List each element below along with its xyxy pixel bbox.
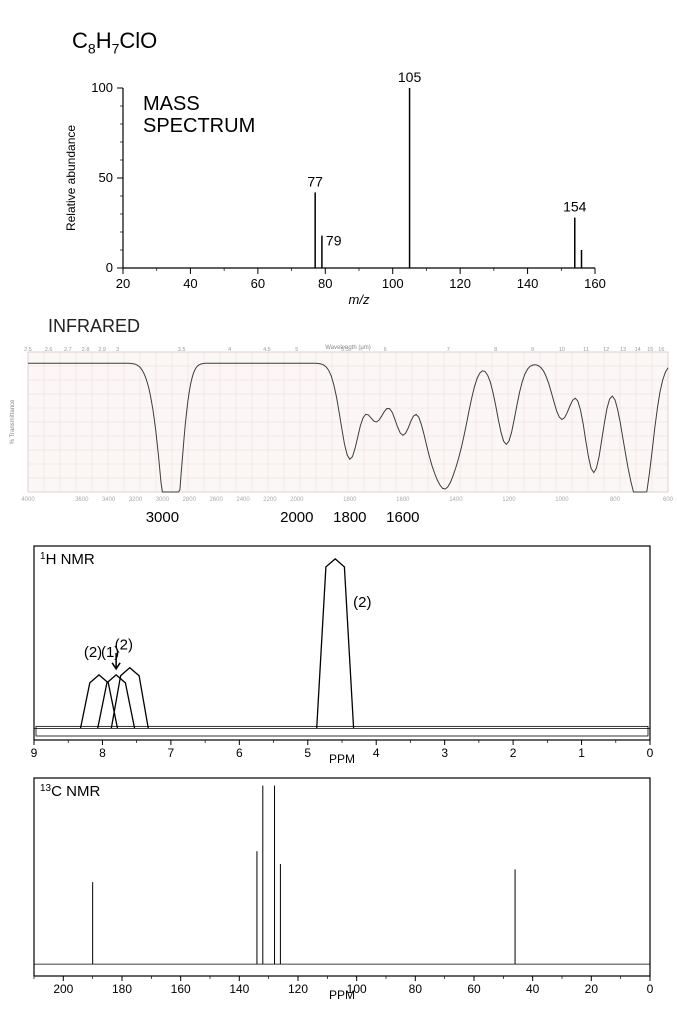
svg-text:1800: 1800 — [333, 509, 366, 526]
svg-text:600: 600 — [663, 497, 674, 503]
svg-text:120: 120 — [288, 982, 308, 996]
svg-text:140: 140 — [517, 276, 539, 291]
mass-spectrum-panel: 50 100 020 40 60 80 100 120 140 160 77 79 105 154 MASS… — [55, 70, 615, 308]
svg-text:1600: 1600 — [386, 509, 419, 526]
svg-text:16: 16 — [658, 347, 664, 353]
infrared-label: INFRARED — [48, 316, 140, 337]
svg-text:2.8: 2.8 — [82, 347, 90, 353]
svg-text:12: 12 — [603, 347, 609, 353]
svg-text:6: 6 — [236, 746, 243, 760]
mass-spectrum-chart: 50 100 020 40 60 80 100 120 140 160 77 79 105 154 MASS… — [55, 70, 615, 308]
svg-text:(2): (2) — [84, 644, 102, 661]
svg-text:(2): (2) — [115, 637, 133, 654]
svg-text:2000: 2000 — [290, 497, 304, 503]
svg-text:6: 6 — [384, 347, 387, 353]
svg-text:8: 8 — [494, 347, 497, 353]
infrared-panel: Wavelength (μm)4000360034003200300028002… — [4, 338, 674, 526]
svg-text:9: 9 — [531, 347, 534, 353]
svg-text:2.9: 2.9 — [98, 347, 106, 353]
svg-text:180: 180 — [112, 982, 132, 996]
svg-text:200: 200 — [53, 982, 73, 996]
svg-text:160: 160 — [584, 276, 606, 291]
svg-text:PPM: PPM — [329, 752, 355, 764]
svg-text:13: 13 — [620, 347, 626, 353]
svg-text:5: 5 — [304, 746, 311, 760]
svg-text:0: 0 — [647, 982, 654, 996]
svg-text:1000: 1000 — [555, 497, 569, 503]
svg-text:2: 2 — [510, 746, 517, 760]
svg-text:1600: 1600 — [396, 497, 410, 503]
svg-text:7: 7 — [447, 347, 450, 353]
svg-text:7: 7 — [168, 746, 175, 760]
svg-text:79: 79 — [326, 233, 342, 249]
hnmr-chart: (2)(1)(2)(2)0123456789PPM1H NMR — [22, 540, 662, 764]
svg-text:60: 60 — [467, 982, 481, 996]
svg-text:50: 50 — [99, 170, 113, 185]
svg-text:m/z: m/z — [349, 292, 370, 307]
svg-text:40: 40 — [526, 982, 540, 996]
svg-text:160: 160 — [171, 982, 191, 996]
svg-text:80: 80 — [409, 982, 423, 996]
svg-text:3: 3 — [441, 746, 448, 760]
svg-text:2200: 2200 — [263, 497, 277, 503]
svg-text:140: 140 — [229, 982, 249, 996]
svg-text:100: 100 — [382, 276, 404, 291]
cnmr-panel: 020406080100120140160180200PPM13C NMR — [22, 772, 662, 1000]
svg-text:14: 14 — [635, 347, 641, 353]
svg-text:20: 20 — [585, 982, 599, 996]
svg-text:2800: 2800 — [183, 497, 197, 503]
svg-text:SPECTRUM: SPECTRUM — [143, 115, 255, 137]
svg-text:40: 40 — [183, 276, 197, 291]
svg-text:11: 11 — [583, 347, 589, 353]
svg-text:10: 10 — [559, 347, 565, 353]
svg-text:% Transmittance: % Transmittance — [10, 399, 16, 444]
svg-text:1800: 1800 — [343, 497, 357, 503]
svg-text:20: 20 — [116, 276, 130, 291]
svg-text:105: 105 — [398, 70, 422, 85]
svg-text:0: 0 — [106, 260, 113, 275]
svg-text:1H NMR: 1H NMR — [40, 551, 95, 569]
svg-text:2.5: 2.5 — [24, 347, 32, 353]
svg-text:120: 120 — [449, 276, 471, 291]
molecular-formula: C8H7ClO — [72, 28, 157, 56]
svg-text:3000: 3000 — [156, 497, 170, 503]
svg-text:PPM: PPM — [329, 988, 355, 1000]
svg-text:4: 4 — [228, 347, 231, 353]
svg-text:(2): (2) — [353, 594, 371, 611]
svg-text:1200: 1200 — [502, 497, 516, 503]
svg-text:2.7: 2.7 — [64, 347, 72, 353]
cnmr-chart: 020406080100120140160180200PPM13C NMR — [22, 772, 662, 1000]
svg-text:Relative abundance: Relative abundance — [64, 125, 78, 231]
svg-text:2.6: 2.6 — [45, 347, 53, 353]
svg-text:5.5: 5.5 — [341, 347, 349, 353]
svg-text:15: 15 — [647, 347, 653, 353]
svg-text:1400: 1400 — [449, 497, 463, 503]
svg-text:154: 154 — [563, 199, 587, 215]
svg-text:2600: 2600 — [209, 497, 223, 503]
svg-text:9: 9 — [31, 746, 38, 760]
svg-text:0: 0 — [647, 746, 654, 760]
svg-text:2000: 2000 — [280, 509, 313, 526]
svg-text:77: 77 — [307, 173, 323, 189]
svg-text:4.5: 4.5 — [263, 347, 271, 353]
svg-text:4: 4 — [373, 746, 380, 760]
infrared-chart: Wavelength (μm)4000360034003200300028002… — [4, 338, 674, 526]
svg-text:3000: 3000 — [146, 509, 179, 526]
svg-text:60: 60 — [251, 276, 265, 291]
svg-text:2400: 2400 — [236, 497, 250, 503]
svg-text:3400: 3400 — [102, 497, 116, 503]
svg-text:5: 5 — [295, 347, 298, 353]
svg-text:8: 8 — [99, 746, 106, 760]
svg-text:MASS: MASS — [143, 93, 200, 115]
svg-text:3600: 3600 — [75, 497, 89, 503]
svg-text:100: 100 — [91, 80, 113, 95]
svg-text:3.5: 3.5 — [178, 347, 186, 353]
svg-text:3: 3 — [116, 347, 119, 353]
svg-text:3200: 3200 — [129, 497, 143, 503]
svg-text:4000: 4000 — [21, 497, 35, 503]
svg-text:80: 80 — [318, 276, 332, 291]
svg-text:1: 1 — [578, 746, 585, 760]
hnmr-panel: (2)(1)(2)(2)0123456789PPM1H NMR — [22, 540, 662, 764]
svg-text:800: 800 — [610, 497, 621, 503]
